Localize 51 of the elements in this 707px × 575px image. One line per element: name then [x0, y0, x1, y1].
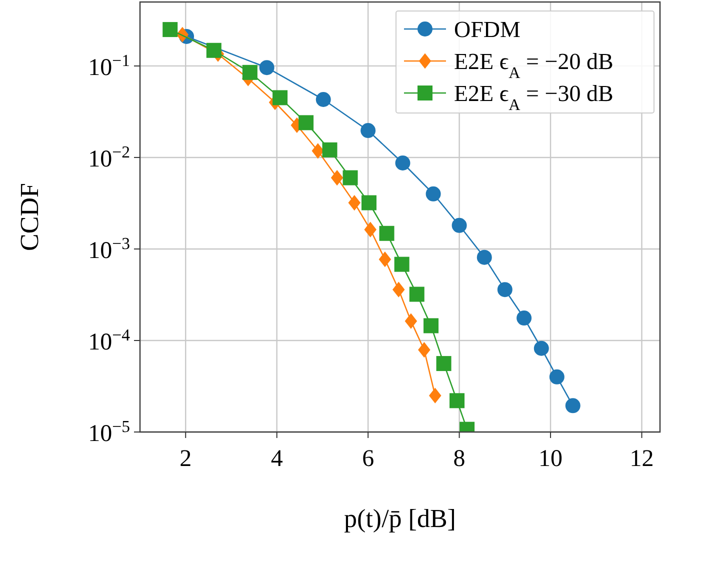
point [312, 143, 324, 158]
point [392, 282, 405, 298]
point [429, 388, 442, 404]
y-axis-title: CCDF [15, 183, 44, 251]
x-tick-label: 2 [180, 446, 192, 472]
point [452, 218, 467, 233]
point [331, 170, 344, 186]
point [364, 222, 376, 238]
x-tick-label: 8 [453, 446, 466, 472]
point [259, 60, 274, 76]
y-tick-label: 10$^{−1}$ [88, 50, 130, 81]
point [342, 170, 358, 186]
legend-label: OFDM [454, 17, 520, 42]
point [534, 340, 549, 356]
point [565, 398, 580, 414]
point [497, 282, 512, 298]
point [409, 286, 424, 302]
x-tick-label: 12 [630, 446, 654, 472]
point [272, 90, 288, 106]
legend-label: E2E ϵ$_{A}$ = −30 dB [454, 81, 614, 114]
point [361, 195, 376, 210]
point [394, 256, 410, 272]
point [418, 342, 430, 358]
point [424, 318, 439, 334]
point [242, 64, 258, 80]
x-tick-label: 6 [362, 446, 374, 472]
point [378, 252, 391, 267]
point [162, 22, 178, 38]
x-tick-label: 10 [538, 446, 563, 472]
point [395, 156, 410, 171]
x-axis-title: p(t)/p̄ [dB] [344, 504, 456, 533]
y-tick-label: 10$^{−3}$ [88, 233, 130, 264]
point [426, 186, 441, 202]
point [436, 356, 452, 372]
point [404, 314, 417, 329]
point [206, 42, 222, 58]
point [322, 142, 338, 158]
point [316, 92, 331, 108]
x-tick-label: 4 [270, 446, 283, 472]
legend-label: E2E ϵ$_{A}$ = −20 dB [454, 49, 614, 82]
y-tick-label: 10$^{−4}$ [88, 324, 131, 356]
point [360, 123, 376, 138]
point [549, 369, 564, 384]
y-tick-label: 10$^{−5}$ [88, 416, 130, 447]
point [450, 393, 465, 408]
point [298, 115, 314, 130]
y-tick-label: 10$^{−2}$ [88, 142, 130, 172]
point [348, 195, 360, 210]
point [379, 226, 394, 241]
point [516, 310, 532, 326]
point [476, 250, 492, 265]
